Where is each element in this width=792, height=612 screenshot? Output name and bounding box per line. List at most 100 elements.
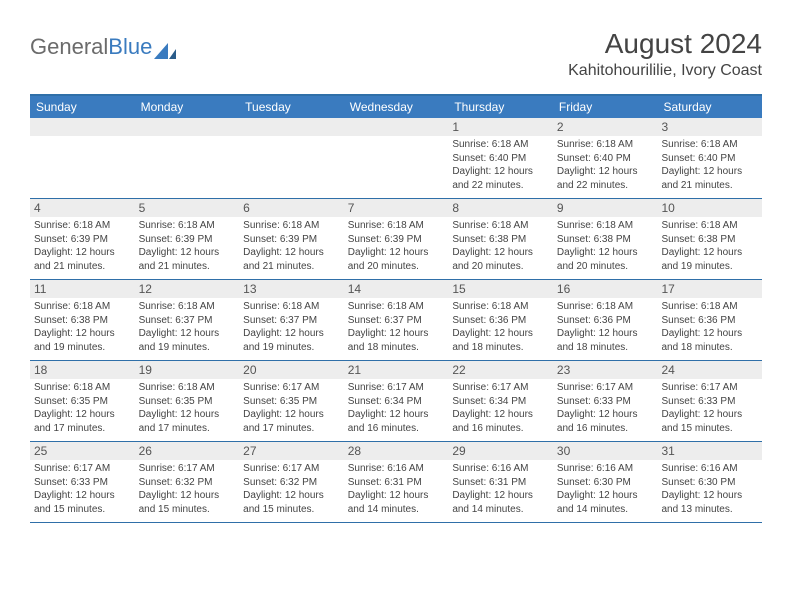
daylight-line: Daylight: 12 hours and 21 minutes. <box>243 246 340 273</box>
daylight-line: Daylight: 12 hours and 16 minutes. <box>452 408 549 435</box>
sunset-line: Sunset: 6:30 PM <box>661 476 758 490</box>
day-cell: 11 Sunrise: 6:18 AMSunset: 6:38 PMDayligh… <box>30 280 135 360</box>
day-body: Sunrise: 6:16 AMSunset: 6:31 PMDaylight:… <box>348 462 445 516</box>
day-body: Sunrise: 6:18 AMSunset: 6:35 PMDaylight:… <box>139 381 236 435</box>
weekday-header: Sunday <box>30 96 135 118</box>
sunset-line: Sunset: 6:37 PM <box>139 314 236 328</box>
day-number: . <box>135 118 240 136</box>
sunset-line: Sunset: 6:35 PM <box>139 395 236 409</box>
sunrise-line: Sunrise: 6:18 AM <box>661 138 758 152</box>
day-cell: 21 Sunrise: 6:17 AMSunset: 6:34 PMDayligh… <box>344 361 449 441</box>
day-body: Sunrise: 6:18 AMSunset: 6:38 PMDaylight:… <box>661 219 758 273</box>
day-body: Sunrise: 6:18 AMSunset: 6:40 PMDaylight:… <box>452 138 549 192</box>
sunrise-line: Sunrise: 6:16 AM <box>661 462 758 476</box>
day-number: 3 <box>657 118 762 136</box>
daylight-line: Daylight: 12 hours and 16 minutes. <box>557 408 654 435</box>
sunset-line: Sunset: 6:37 PM <box>243 314 340 328</box>
day-body: Sunrise: 6:17 AMSunset: 6:34 PMDaylight:… <box>348 381 445 435</box>
day-body: Sunrise: 6:16 AMSunset: 6:30 PMDaylight:… <box>661 462 758 516</box>
daylight-line: Daylight: 12 hours and 22 minutes. <box>452 165 549 192</box>
day-cell: . <box>135 118 240 198</box>
day-number: 2 <box>553 118 658 136</box>
daylight-line: Daylight: 12 hours and 18 minutes. <box>661 327 758 354</box>
day-cell: 17Sunrise: 6:18 AMSunset: 6:36 PMDayligh… <box>657 280 762 360</box>
day-cell: 24 Sunrise: 6:17 AMSunset: 6:33 PMDayligh… <box>657 361 762 441</box>
sunrise-line: Sunrise: 6:18 AM <box>34 300 131 314</box>
day-number: 22 <box>448 361 553 379</box>
day-cell: 5 Sunrise: 6:18 AMSunset: 6:39 PMDaylight… <box>135 199 240 279</box>
daylight-line: Daylight: 12 hours and 16 minutes. <box>348 408 445 435</box>
sunrise-line: Sunrise: 6:18 AM <box>243 300 340 314</box>
week-row: 25Sunrise: 6:17 AMSunset: 6:33 PMDayligh… <box>30 442 762 523</box>
sunset-line: Sunset: 6:36 PM <box>557 314 654 328</box>
daylight-line: Daylight: 12 hours and 18 minutes. <box>557 327 654 354</box>
sunrise-line: Sunrise: 6:17 AM <box>661 381 758 395</box>
day-number: 12 <box>135 280 240 298</box>
day-number: 1 <box>448 118 553 136</box>
day-number: 16 <box>553 280 658 298</box>
sunrise-line: Sunrise: 6:18 AM <box>139 219 236 233</box>
day-body: Sunrise: 6:17 AMSunset: 6:33 PMDaylight:… <box>34 462 131 516</box>
day-cell: 4Sunrise: 6:18 AMSunset: 6:39 PMDaylight… <box>30 199 135 279</box>
day-number: 24 <box>657 361 762 379</box>
sunrise-line: Sunrise: 6:17 AM <box>452 381 549 395</box>
day-number: 31 <box>657 442 762 460</box>
sunset-line: Sunset: 6:34 PM <box>452 395 549 409</box>
day-cell: 26Sunrise: 6:17 AMSunset: 6:32 PMDayligh… <box>135 442 240 522</box>
day-body: Sunrise: 6:18 AMSunset: 6:40 PMDaylight:… <box>661 138 758 192</box>
sunrise-line: Sunrise: 6:18 AM <box>452 138 549 152</box>
daylight-line: Daylight: 12 hours and 15 minutes. <box>139 489 236 516</box>
day-number: 11 <box>30 280 135 298</box>
day-number: 19 <box>135 361 240 379</box>
day-body: Sunrise: 6:18 AMSunset: 6:40 PMDaylight:… <box>557 138 654 192</box>
day-cell: 20Sunrise: 6:17 AMSunset: 6:35 PMDayligh… <box>239 361 344 441</box>
day-body: Sunrise: 6:18 AMSunset: 6:39 PMDaylight:… <box>243 219 340 273</box>
day-body: Sunrise: 6:17 AMSunset: 6:33 PMDaylight:… <box>557 381 654 435</box>
week-row: 4Sunrise: 6:18 AMSunset: 6:39 PMDaylight… <box>30 199 762 280</box>
day-body: Sunrise: 6:18 AMSunset: 6:39 PMDaylight:… <box>34 219 131 273</box>
day-number: 15 <box>448 280 553 298</box>
day-body: Sunrise: 6:18 AMSunset: 6:36 PMDaylight:… <box>452 300 549 354</box>
day-cell: . <box>239 118 344 198</box>
sunrise-line: Sunrise: 6:16 AM <box>557 462 654 476</box>
sunrise-line: Sunrise: 6:18 AM <box>348 219 445 233</box>
weekday-header: Thursday <box>448 96 553 118</box>
day-body: Sunrise: 6:17 AMSunset: 6:33 PMDaylight:… <box>661 381 758 435</box>
day-body: Sunrise: 6:18 AMSunset: 6:38 PMDaylight:… <box>34 300 131 354</box>
day-number: 23 <box>553 361 658 379</box>
header: GeneralBlue August 2024 Kahitohourililie… <box>30 28 762 80</box>
sunrise-line: Sunrise: 6:16 AM <box>348 462 445 476</box>
sunset-line: Sunset: 6:39 PM <box>348 233 445 247</box>
sunset-line: Sunset: 6:33 PM <box>34 476 131 490</box>
day-cell: 10Sunrise: 6:18 AMSunset: 6:38 PMDayligh… <box>657 199 762 279</box>
sunrise-line: Sunrise: 6:18 AM <box>243 219 340 233</box>
day-body: Sunrise: 6:18 AMSunset: 6:35 PMDaylight:… <box>34 381 131 435</box>
sunrise-line: Sunrise: 6:16 AM <box>452 462 549 476</box>
day-cell: 25Sunrise: 6:17 AMSunset: 6:33 PMDayligh… <box>30 442 135 522</box>
sunset-line: Sunset: 6:32 PM <box>243 476 340 490</box>
day-number: 5 <box>135 199 240 217</box>
day-number: 7 <box>344 199 449 217</box>
sunset-line: Sunset: 6:35 PM <box>243 395 340 409</box>
day-cell: 30Sunrise: 6:16 AMSunset: 6:30 PMDayligh… <box>553 442 658 522</box>
day-number: 21 <box>344 361 449 379</box>
day-body: Sunrise: 6:18 AMSunset: 6:36 PMDaylight:… <box>557 300 654 354</box>
sunset-line: Sunset: 6:38 PM <box>452 233 549 247</box>
day-cell: 28Sunrise: 6:16 AMSunset: 6:31 PMDayligh… <box>344 442 449 522</box>
day-number: . <box>239 118 344 136</box>
daylight-line: Daylight: 12 hours and 21 minutes. <box>139 246 236 273</box>
day-number: 17 <box>657 280 762 298</box>
day-body: Sunrise: 6:16 AMSunset: 6:30 PMDaylight:… <box>557 462 654 516</box>
sunset-line: Sunset: 6:39 PM <box>243 233 340 247</box>
weekday-header-row: SundayMondayTuesdayWednesdayThursdayFrid… <box>30 96 762 118</box>
day-number: 29 <box>448 442 553 460</box>
day-cell: 2 Sunrise: 6:18 AMSunset: 6:40 PMDaylight… <box>553 118 658 198</box>
sunrise-line: Sunrise: 6:18 AM <box>139 300 236 314</box>
sunrise-line: Sunrise: 6:17 AM <box>243 381 340 395</box>
sunset-line: Sunset: 6:39 PM <box>139 233 236 247</box>
day-body: Sunrise: 6:18 AMSunset: 6:39 PMDaylight:… <box>348 219 445 273</box>
day-number: 27 <box>239 442 344 460</box>
daylight-line: Daylight: 12 hours and 14 minutes. <box>452 489 549 516</box>
sunset-line: Sunset: 6:37 PM <box>348 314 445 328</box>
day-number: . <box>344 118 449 136</box>
